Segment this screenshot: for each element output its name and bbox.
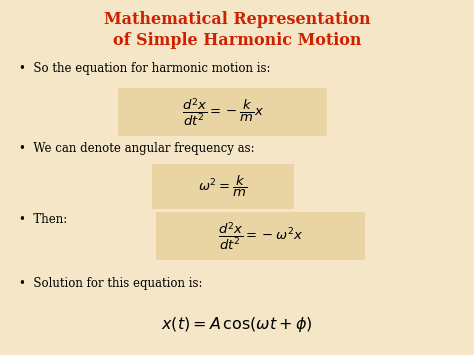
Text: of Simple Harmonic Motion: of Simple Harmonic Motion xyxy=(113,32,361,49)
Bar xyxy=(156,212,365,260)
Text: $\dfrac{d^2x}{dt^2} = -\omega^2 x$: $\dfrac{d^2x}{dt^2} = -\omega^2 x$ xyxy=(218,220,303,252)
Text: •  Solution for this equation is:: • Solution for this equation is: xyxy=(19,277,202,290)
Text: $\omega^2 = \dfrac{k}{m}$: $\omega^2 = \dfrac{k}{m}$ xyxy=(198,174,247,199)
Bar xyxy=(118,88,327,136)
Text: Mathematical Representation: Mathematical Representation xyxy=(104,11,370,28)
Text: •  So the equation for harmonic motion is:: • So the equation for harmonic motion is… xyxy=(19,62,271,75)
Bar xyxy=(152,164,294,208)
Text: $\dfrac{d^2x}{dt^2} = -\dfrac{k}{m}x$: $\dfrac{d^2x}{dt^2} = -\dfrac{k}{m}x$ xyxy=(182,96,264,128)
Text: $x(t) = A\,\cos(\omega t + \phi)$: $x(t) = A\,\cos(\omega t + \phi)$ xyxy=(161,315,313,334)
Text: •  Then:: • Then: xyxy=(19,213,67,226)
Text: •  We can denote angular frequency as:: • We can denote angular frequency as: xyxy=(19,142,255,155)
